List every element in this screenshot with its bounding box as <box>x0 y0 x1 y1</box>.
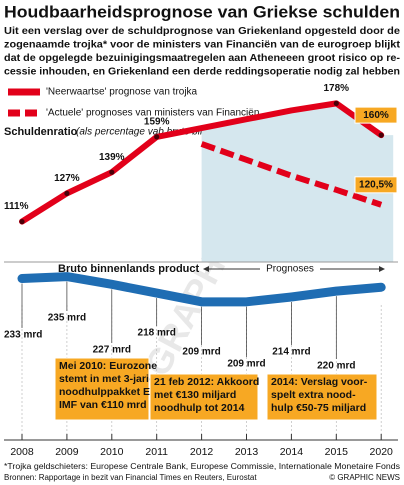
value-label: 160% <box>363 110 389 121</box>
value-label: 209 mrd <box>182 347 220 358</box>
subtitle-line: cessie inhouden, en Griekenland een derd… <box>4 65 400 77</box>
data-point <box>19 218 25 225</box>
x-tick-label: 2008 <box>10 446 34 458</box>
data-point <box>154 134 160 140</box>
subtitle-line: dat de opgelegde bezuinigingsmaatregelen… <box>4 52 401 64</box>
value-label: 139% <box>99 152 125 163</box>
arrowhead <box>203 266 209 272</box>
value-label: 178% <box>324 83 350 94</box>
value-label: 120,5% <box>359 179 393 190</box>
legend-label: 'Neerwaartse' prognose van trojka <box>46 87 198 98</box>
data-point <box>378 132 384 138</box>
x-tick-label: 2013 <box>235 446 259 458</box>
annotation-line: IMF van €110 mrd <box>59 399 147 411</box>
annotation-line: 2014: Verslag voor- <box>271 376 368 388</box>
data-line <box>19 100 385 225</box>
annotation-box <box>54 357 150 421</box>
data-point <box>333 100 339 106</box>
x-tick-label: 2010 <box>100 446 124 458</box>
value-label: 127% <box>54 173 80 184</box>
value-label: 159% <box>144 117 170 128</box>
x-tick-label: 2011 <box>145 446 168 458</box>
value-label: 235 mrd <box>48 313 86 324</box>
value-label: 209 mrd <box>227 359 265 370</box>
annotation-line: stemt in met 3-jarig <box>59 373 155 385</box>
arrowhead <box>379 266 385 272</box>
subtitle-line: Uit een verslag over de schuldprognose v… <box>4 25 400 37</box>
annotation-line: noodhulp tot 2014 <box>154 402 245 414</box>
chart-title: Bruto binnenlands product <box>58 263 199 275</box>
annotation-line: spelt extra nood- <box>271 389 356 401</box>
value-label: 218 mrd <box>138 328 176 339</box>
footnote: *Trojka geldschieters: Europese Centrale… <box>4 462 400 471</box>
x-tick-label: 2015 <box>325 446 349 458</box>
chart-title: Schuldenratio <box>4 126 78 138</box>
annotation-line: met €130 miljard <box>154 389 236 401</box>
value-label: 233 mrd <box>4 330 42 341</box>
value-label-box <box>354 106 398 124</box>
annotation: Prognoses <box>266 264 314 275</box>
data-point <box>109 169 115 175</box>
value-label-box <box>354 176 398 194</box>
x-tick-label: 2020 <box>370 446 394 458</box>
legend-label: 'Actuele' prognoses van ministers van Fi… <box>46 108 259 119</box>
value-label: 111% <box>4 201 29 212</box>
value-label: 220 mrd <box>317 361 355 372</box>
annotation-line: 21 feb 2012: Akkoord <box>154 376 259 388</box>
annotation-line: Mei 2010: Eurozone <box>59 360 157 372</box>
annotation-box <box>266 373 378 421</box>
x-tick-label: 2014 <box>280 446 304 458</box>
annotation-line: noodhulppakket EU- <box>59 386 162 398</box>
annotation-line: hulp €50-75 miljard <box>271 402 366 414</box>
data-line <box>200 141 383 208</box>
data-line <box>17 272 386 307</box>
value-label: 214 mrd <box>272 347 310 358</box>
subtitle-line: zogenaamde trojka* voor de ministers van… <box>4 38 401 50</box>
data-point <box>64 190 70 196</box>
x-tick-label: 2012 <box>190 446 214 458</box>
credit: © GRAPHIC NEWS <box>329 473 400 482</box>
value-label: 227 mrd <box>93 345 131 356</box>
source: Bronnen: Rapportage in bezit van Financi… <box>4 473 257 482</box>
x-tick-label: 2009 <box>55 446 79 458</box>
forecast-shade <box>201 103 394 263</box>
title: Houdbaarheidsprognose van Griekse schuld… <box>4 2 400 21</box>
annotation-box <box>149 373 259 421</box>
